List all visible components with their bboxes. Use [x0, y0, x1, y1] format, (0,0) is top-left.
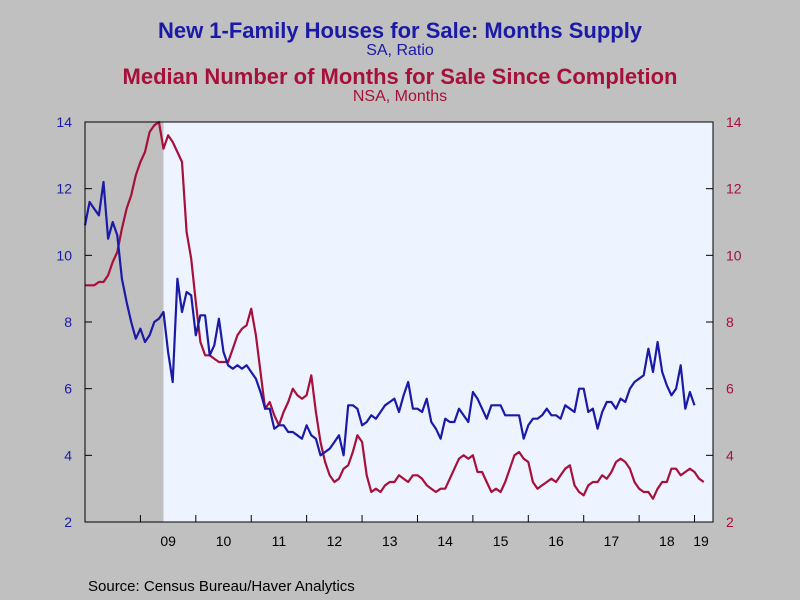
series2-title: Median Number of Months for Sale Since C… [122, 64, 678, 89]
right-tick-label: 8 [726, 314, 734, 330]
left-tick-label: 12 [56, 181, 72, 197]
x-tick-label: 18 [659, 533, 675, 549]
right-tick-label: 6 [726, 381, 734, 397]
x-tick-label: 16 [548, 533, 564, 549]
plot-area [85, 122, 713, 522]
series-line-months-since-completion [85, 120, 705, 500]
right-tick-label: 14 [726, 114, 742, 130]
x-tick-label: 09 [160, 533, 176, 549]
plot-frame [84, 121, 714, 523]
recession-band [85, 122, 164, 522]
x-tick-label: 12 [327, 533, 343, 549]
source-note: Source: Census Bureau/Haver Analytics [88, 578, 355, 595]
right-tick-label: 2 [726, 514, 734, 530]
right-tick-label: 12 [726, 181, 742, 197]
x-tick-label: 19 [693, 533, 709, 549]
series1-title: New 1-Family Houses for Sale: Months Sup… [157, 18, 643, 43]
left-tick-label: 10 [56, 247, 72, 263]
right-tick-label: 4 [726, 447, 734, 463]
x-axis: 09 10 11 12 13 14 15 16 17 18 19 [139, 515, 709, 549]
series2-subtitle: NSA, Months [352, 88, 448, 105]
x-tick-label: 10 [216, 533, 232, 549]
x-tick-label: 11 [272, 533, 287, 549]
left-tick-label: 8 [64, 314, 72, 330]
left-tick-label: 6 [64, 381, 72, 397]
x-tick-label: 13 [382, 533, 398, 549]
left-tick-label: 4 [64, 447, 72, 463]
left-tick-label: 2 [64, 514, 72, 530]
right-tick-label: 10 [726, 247, 742, 263]
series1-subtitle: SA, Ratio [366, 42, 434, 59]
x-tick-label: 14 [437, 533, 453, 549]
x-tick-label: 17 [604, 533, 620, 549]
left-tick-label: 14 [56, 114, 72, 130]
left-axis: 2 4 6 8 10 12 14 [56, 114, 92, 530]
x-tick-label: 15 [493, 533, 509, 549]
series-line-months-supply [83, 180, 696, 457]
